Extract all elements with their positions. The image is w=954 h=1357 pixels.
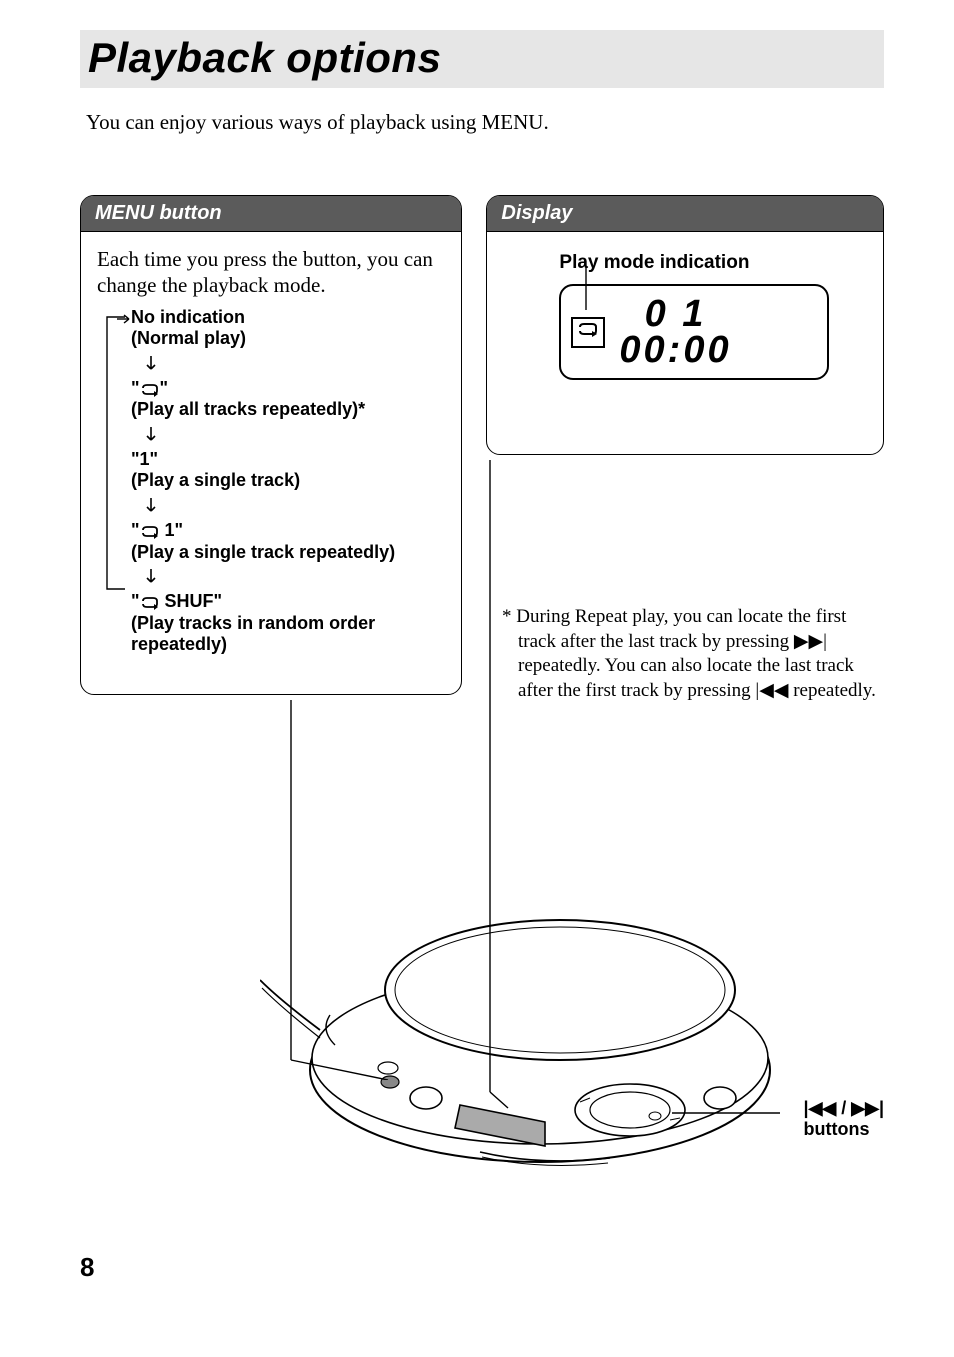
- mode-text: "1": [131, 449, 158, 469]
- callout-line-icon: [585, 266, 587, 310]
- intro-text: You can enjoy various ways of playback u…: [86, 110, 884, 135]
- buttons-label-line1: |◀◀ / ▶▶|: [804, 1098, 884, 1118]
- mode-text: No indication: [131, 307, 245, 327]
- display-panel: Display Play mode indication 0 1 00:00: [486, 195, 884, 455]
- menu-panel: MENU button Each time you press the butt…: [80, 195, 462, 695]
- mode-sub: (Play tracks in random order repeatedly): [131, 613, 445, 656]
- mode-item: " SHUF" (Play tracks in random order rep…: [131, 591, 445, 656]
- repeat-indicator-icon: [571, 317, 605, 348]
- repeat-icon: [140, 383, 160, 397]
- title-bar: Playback options: [80, 30, 884, 88]
- mode-sub: (Play all tracks repeatedly)*: [131, 399, 445, 421]
- down-arrow-icon: [145, 356, 157, 374]
- mode-sub: (Play a single track repeatedly): [131, 542, 445, 564]
- mode-text-post: 1": [160, 520, 184, 540]
- mode-text-post: SHUF": [160, 591, 223, 611]
- mode-text-pre: ": [131, 591, 140, 611]
- lcd-wrap: 0 1 00:00: [559, 284, 867, 380]
- mode-text-pre: ": [131, 378, 140, 398]
- display-panel-header: Display: [487, 196, 883, 232]
- callout-line-icon: [470, 460, 520, 1110]
- play-modes: No indication (Normal play) " " (Play all…: [131, 307, 445, 657]
- mode-sub: (Normal play): [131, 328, 445, 350]
- down-arrow-icon: [145, 569, 157, 587]
- menu-desc: Each time you press the button, you can …: [97, 246, 445, 299]
- callout-line-icon: [672, 1109, 792, 1117]
- display-panel-body: Play mode indication 0 1 00:00: [487, 232, 883, 400]
- mode-item: No indication (Normal play): [131, 307, 445, 350]
- mode-text-post: ": [160, 378, 169, 398]
- mode-sub: (Play a single track): [131, 470, 445, 492]
- lcd-display: 0 1 00:00: [559, 284, 829, 380]
- mode-item: " 1" (Play a single track repeatedly): [131, 520, 445, 563]
- mode-item: " " (Play all tracks repeatedly)*: [131, 378, 445, 421]
- mode-text-pre: ": [131, 520, 140, 540]
- menu-panel-header: MENU button: [81, 196, 461, 232]
- buttons-label-line2: buttons: [804, 1119, 870, 1139]
- loop-bracket-icon: [101, 311, 131, 601]
- buttons-callout-label: |◀◀ / ▶▶| buttons: [804, 1098, 884, 1140]
- repeat-icon: [140, 596, 160, 610]
- loop-arrow-icon: [117, 313, 133, 325]
- lcd-time: 00:00: [619, 332, 731, 368]
- mode-item: "1" (Play a single track): [131, 449, 445, 492]
- page-title: Playback options: [88, 34, 876, 82]
- down-arrow-icon: [145, 498, 157, 516]
- display-sub-label: Play mode indication: [559, 252, 867, 274]
- lcd-digits: 0 1 00:00: [619, 296, 731, 368]
- page-number: 8: [80, 1252, 94, 1283]
- menu-panel-body: Each time you press the button, you can …: [81, 232, 461, 676]
- footnote-wrap: * During Repeat play, you can locate the…: [490, 605, 890, 704]
- manual-page: Playback options You can enjoy various w…: [0, 0, 954, 1357]
- lcd-track: 0 1: [619, 296, 731, 332]
- repeat-icon: [140, 525, 160, 539]
- down-arrow-icon: [145, 427, 157, 445]
- footnote-text: * During Repeat play, you can locate the…: [490, 605, 890, 704]
